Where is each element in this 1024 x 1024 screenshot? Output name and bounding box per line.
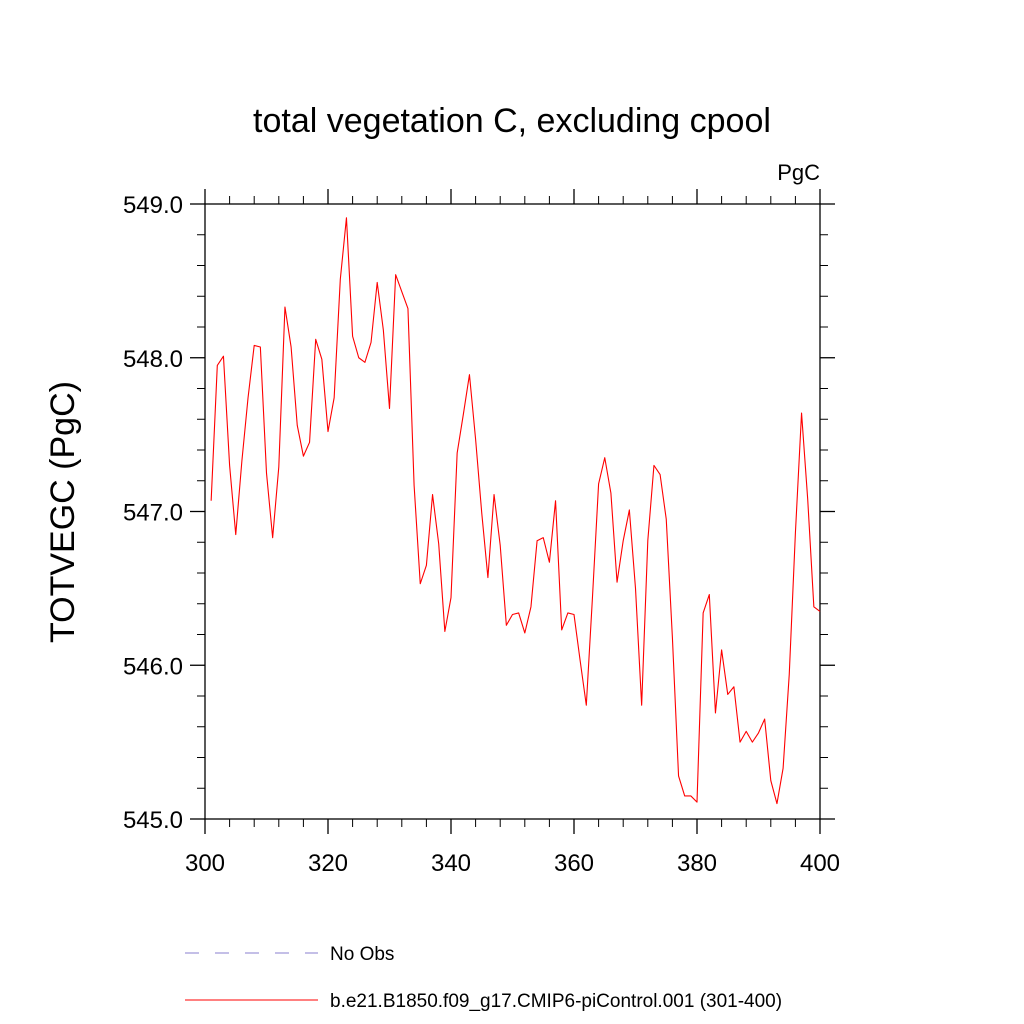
- legend-label-control-run: b.e21.B1850.f09_g17.CMIP6-piControl.001 …: [330, 991, 782, 1012]
- x-tick-label: 360: [554, 850, 594, 877]
- tick-labels: 300 320 340 360 380 400 545.0 546.0 547.0 548.0 54…: [123, 192, 840, 877]
- x-tick-label: 380: [677, 850, 717, 877]
- series-line-0: [210, 217, 821, 805]
- plot-frame: [204, 203, 821, 820]
- y-tick-label: 545.0: [123, 807, 183, 834]
- x-tick-label: 300: [185, 850, 225, 877]
- series-layer: [210, 217, 821, 805]
- y-tick-label: 546.0: [123, 653, 183, 680]
- y-tick-label: 547.0: [123, 500, 183, 527]
- legend: No Obs b.e21.B1850.f09_g17.CMIP6-piContr…: [185, 944, 782, 1012]
- chart-title: total vegetation C, excluding cpool: [253, 102, 771, 140]
- x-tick-label: 340: [431, 850, 471, 877]
- x-tick-label: 320: [308, 850, 348, 877]
- axis-ticks: [190, 189, 835, 834]
- x-tick-label: 400: [800, 850, 840, 877]
- y-tick-label: 549.0: [123, 192, 183, 219]
- y-tick-label: 548.0: [123, 346, 183, 373]
- legend-label-no-obs: No Obs: [330, 944, 394, 965]
- units-label: PgC: [777, 160, 820, 185]
- y-axis-label: TOTVEGC (PgC): [44, 381, 82, 643]
